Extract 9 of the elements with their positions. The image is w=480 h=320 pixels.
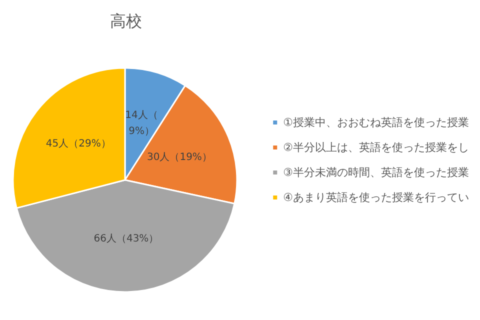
legend-label: ④あまり英語を使った授業を行ってい: [283, 191, 470, 204]
chart-title: 高校: [110, 12, 142, 30]
data-label: 30人（19%）: [146, 152, 212, 163]
data-label: 66人（43%）: [94, 233, 159, 244]
legend-label: ②半分以上は、英語を使った授業をし: [283, 141, 470, 154]
data-label: 45人（29%）: [46, 138, 111, 150]
legend-label: ①授業中、おおむね英語を使った授業: [283, 116, 470, 129]
legend-label: ③半分未満の時間、英語を使った授業: [283, 166, 470, 179]
data-label: 14人（9%）: [125, 110, 158, 137]
